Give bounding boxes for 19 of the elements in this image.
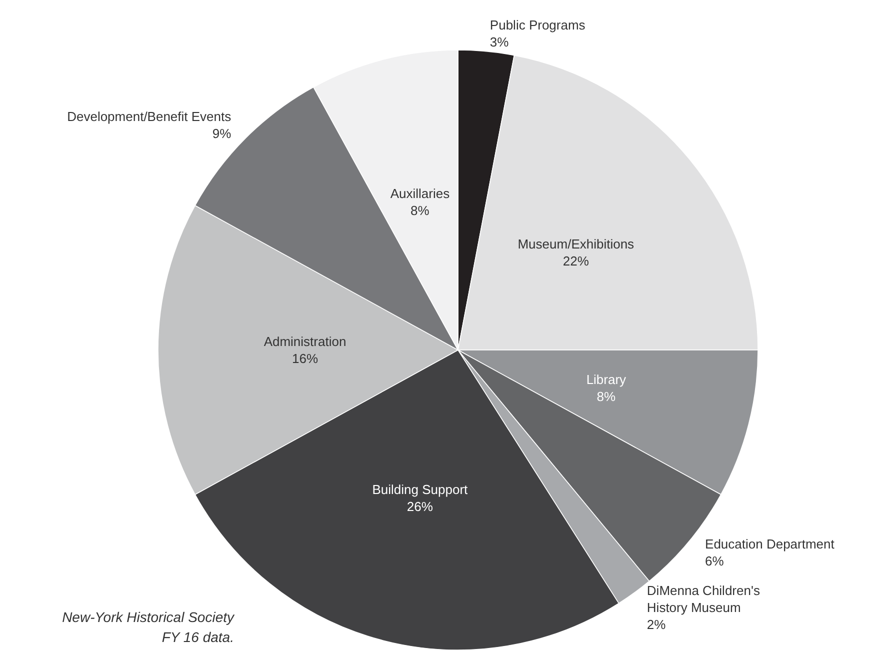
data-label: 6% xyxy=(705,554,724,569)
data-label: 8% xyxy=(596,389,616,404)
slice-label: Building Support xyxy=(372,482,468,498)
slice-label: Administration xyxy=(264,334,346,349)
slice-label: Public Programs xyxy=(490,17,586,32)
data-label: 3% xyxy=(490,34,510,50)
slice-label: Auxillaries xyxy=(390,186,450,201)
slice-label: Museum/Exhibitions xyxy=(518,236,635,252)
data-label: 16% xyxy=(292,351,318,366)
text: New-York Historical Society FY 16 data. xyxy=(62,609,235,645)
data-label: 2% xyxy=(646,616,666,632)
slice-label: DiMenna Children's History Museum xyxy=(646,582,764,615)
data-label: 22% xyxy=(562,253,590,268)
data-label: 9% xyxy=(212,126,232,142)
slice-label: Development/Benefit Events xyxy=(67,109,232,124)
slice-label: Education Department xyxy=(705,536,835,552)
data-label: 26% xyxy=(406,499,434,514)
slice-label: Library xyxy=(586,372,627,388)
data-label: 8% xyxy=(410,202,430,218)
